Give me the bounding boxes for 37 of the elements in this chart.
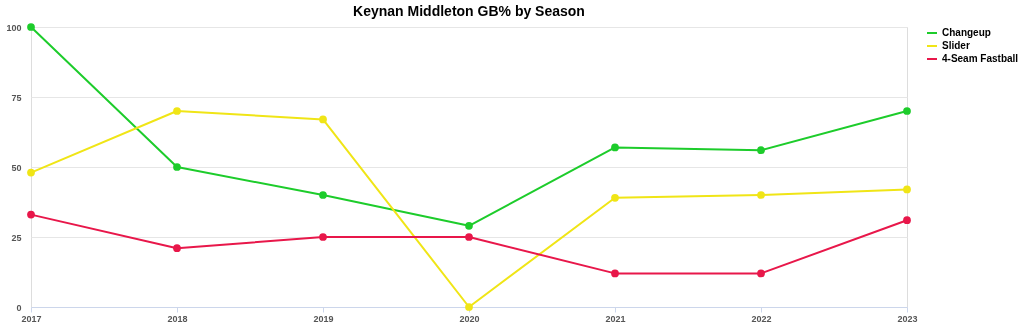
chart-title: Keynan Middleton GB% by Season bbox=[353, 3, 585, 19]
x-tick-label: 2018 bbox=[167, 313, 188, 324]
x-tick-label: 2017 bbox=[21, 313, 42, 324]
y-tick-label: 100 bbox=[6, 22, 22, 33]
point bbox=[173, 107, 181, 115]
point bbox=[27, 23, 35, 31]
y-tick-label: 0 bbox=[16, 302, 22, 313]
x-tick-label: 2020 bbox=[459, 313, 480, 324]
point bbox=[27, 168, 35, 177]
point bbox=[319, 115, 327, 124]
legend-label: Slider bbox=[942, 40, 970, 51]
point bbox=[27, 210, 35, 219]
y-tick-label: 75 bbox=[11, 92, 22, 103]
point bbox=[757, 191, 765, 199]
x-tick-label: 2021 bbox=[605, 313, 626, 324]
point bbox=[319, 233, 327, 241]
y-tick-label: 50 bbox=[11, 162, 22, 173]
x-tick-label: 2019 bbox=[313, 313, 334, 324]
y-tick-label: 25 bbox=[11, 232, 22, 243]
point bbox=[611, 143, 619, 152]
point bbox=[903, 185, 911, 194]
point bbox=[173, 244, 181, 253]
legend-label: 4-Seam Fastball bbox=[942, 53, 1019, 64]
point bbox=[611, 269, 619, 278]
point bbox=[757, 269, 765, 278]
point bbox=[465, 233, 473, 241]
legend-label: Changeup bbox=[942, 27, 991, 38]
point bbox=[173, 163, 181, 171]
point bbox=[319, 191, 327, 199]
point bbox=[465, 303, 473, 311]
point bbox=[903, 107, 911, 115]
x-tick-label: 2022 bbox=[751, 313, 772, 324]
point bbox=[465, 221, 473, 230]
point bbox=[611, 193, 619, 202]
point bbox=[903, 216, 911, 225]
x-tick-label: 2023 bbox=[897, 313, 918, 324]
point bbox=[757, 146, 765, 155]
